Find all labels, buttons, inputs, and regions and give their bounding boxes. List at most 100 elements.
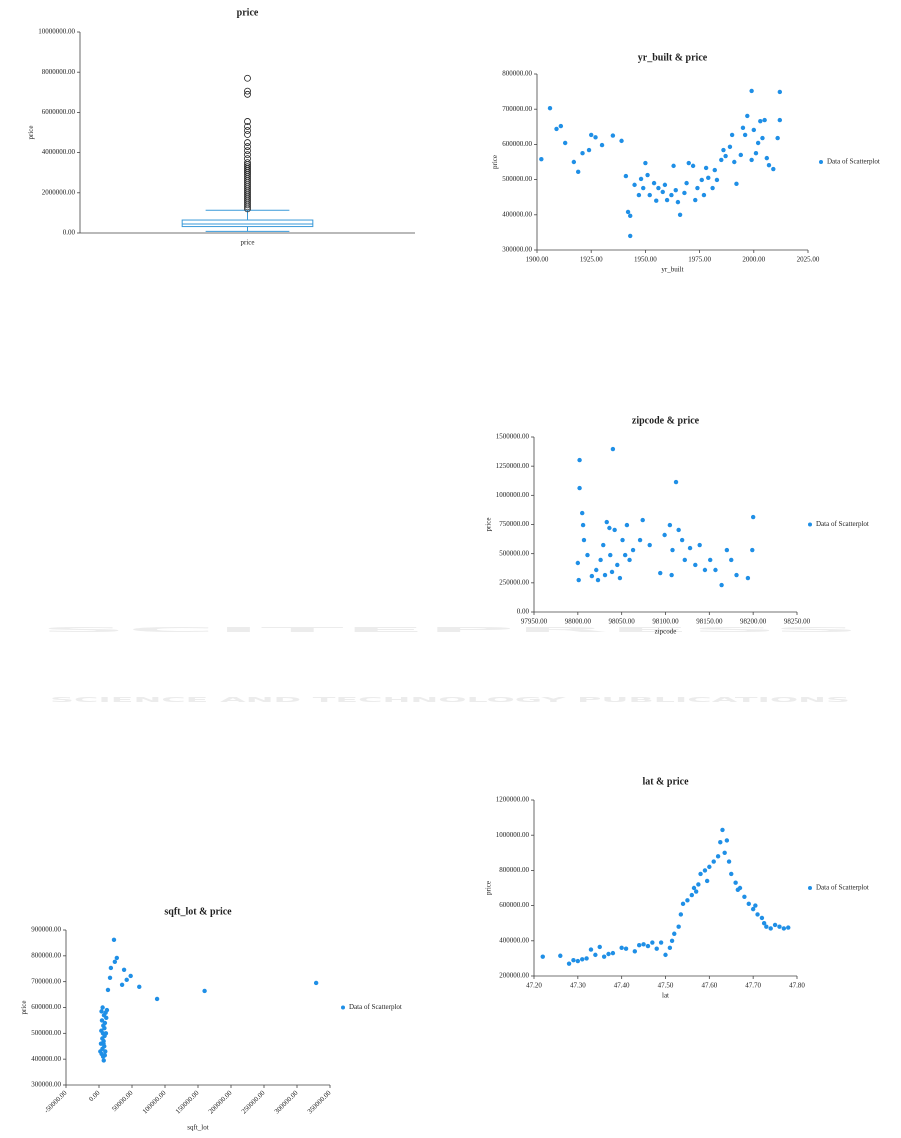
point bbox=[594, 567, 599, 573]
point bbox=[102, 1053, 108, 1058]
point bbox=[651, 180, 657, 186]
x-axis-label: zipcode bbox=[655, 628, 677, 636]
point bbox=[658, 570, 663, 576]
outlier bbox=[244, 155, 251, 163]
point bbox=[768, 926, 773, 931]
point bbox=[753, 151, 759, 156]
point bbox=[577, 457, 582, 463]
point bbox=[662, 532, 667, 538]
point bbox=[539, 156, 544, 162]
point bbox=[732, 159, 737, 165]
point bbox=[734, 181, 739, 187]
point bbox=[777, 924, 782, 929]
point bbox=[749, 157, 754, 163]
point bbox=[771, 166, 776, 172]
point bbox=[669, 572, 674, 578]
point bbox=[645, 943, 651, 949]
point bbox=[724, 547, 730, 553]
y-axis-label: price bbox=[27, 126, 35, 140]
point bbox=[637, 943, 642, 948]
x-tick-label: 98150.00 bbox=[696, 618, 723, 626]
point bbox=[595, 577, 601, 583]
point bbox=[761, 921, 767, 926]
x-tick-label: 47.20 bbox=[526, 982, 542, 990]
point bbox=[777, 89, 783, 95]
point bbox=[103, 1031, 109, 1036]
point bbox=[101, 1041, 106, 1046]
legend-label: Data of Scatterplot bbox=[349, 1003, 402, 1011]
y-tick-label: 800000.00 bbox=[499, 866, 529, 874]
point bbox=[733, 880, 738, 885]
point bbox=[722, 850, 727, 855]
x-tick-label: -50000.00 bbox=[43, 1089, 69, 1115]
point bbox=[740, 125, 746, 131]
y-tick-label: 1250000.00 bbox=[496, 462, 530, 470]
point bbox=[689, 892, 694, 898]
chart-title: zipcode & price bbox=[632, 415, 700, 426]
point bbox=[101, 1058, 106, 1063]
y-tick-label: 800000.00 bbox=[502, 70, 532, 78]
y-tick-label: 600000.00 bbox=[31, 1003, 61, 1011]
point bbox=[128, 973, 133, 979]
point bbox=[760, 135, 765, 141]
point bbox=[707, 864, 712, 870]
legend-label: Data of Scatterplot bbox=[827, 158, 880, 166]
x-tick-label: 2000.00 bbox=[742, 256, 765, 264]
point bbox=[687, 545, 693, 551]
point bbox=[576, 577, 581, 583]
x-tick-label: 2025.00 bbox=[797, 256, 820, 264]
point bbox=[562, 140, 568, 146]
point bbox=[313, 980, 319, 986]
point bbox=[628, 213, 633, 219]
point bbox=[693, 197, 698, 203]
point bbox=[632, 949, 638, 954]
point bbox=[104, 1015, 109, 1021]
point bbox=[580, 957, 585, 962]
point bbox=[599, 142, 605, 148]
point bbox=[647, 192, 652, 198]
legend-marker bbox=[808, 522, 812, 527]
point bbox=[702, 567, 708, 573]
point bbox=[710, 185, 715, 191]
point bbox=[627, 557, 632, 563]
point bbox=[112, 959, 118, 964]
point bbox=[693, 889, 699, 894]
point bbox=[121, 967, 127, 972]
point bbox=[667, 522, 673, 528]
point bbox=[558, 953, 563, 958]
point bbox=[677, 212, 683, 217]
point bbox=[612, 527, 617, 533]
point bbox=[755, 140, 761, 146]
point bbox=[781, 926, 787, 931]
point bbox=[751, 127, 756, 133]
point bbox=[675, 199, 681, 205]
watermark-subtitle: SCIENCE AND TECHNOLOGY PUBLICATIONS bbox=[50, 696, 850, 704]
point bbox=[660, 189, 665, 195]
outlier bbox=[244, 139, 251, 146]
y-tick-label: 200000.00 bbox=[499, 972, 529, 980]
point bbox=[654, 198, 659, 203]
point bbox=[103, 1049, 108, 1054]
y-tick-label: 400000.00 bbox=[499, 936, 529, 944]
point bbox=[628, 233, 633, 239]
point bbox=[114, 955, 120, 961]
point bbox=[711, 859, 716, 864]
point bbox=[742, 132, 748, 138]
point bbox=[647, 542, 652, 548]
point bbox=[676, 527, 681, 533]
point bbox=[619, 945, 624, 951]
point bbox=[708, 557, 713, 563]
point bbox=[540, 954, 545, 959]
point bbox=[658, 940, 664, 945]
y-tick-label: 300000.00 bbox=[502, 246, 532, 254]
x-tick-label: 150000.00 bbox=[174, 1089, 201, 1116]
point bbox=[650, 940, 655, 945]
point bbox=[615, 562, 620, 568]
y-tick-label: 500000.00 bbox=[31, 1029, 61, 1037]
point bbox=[589, 132, 594, 138]
point bbox=[654, 946, 659, 951]
y-tick-label: 0.00 bbox=[517, 608, 530, 616]
point bbox=[693, 562, 698, 568]
y-tick-label: 400000.00 bbox=[31, 1055, 61, 1063]
point bbox=[638, 176, 644, 182]
